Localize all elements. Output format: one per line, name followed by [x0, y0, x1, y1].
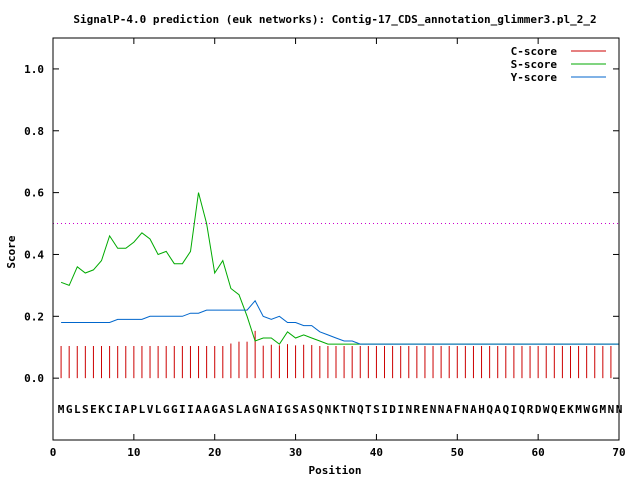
sequence-letter: A: [122, 403, 129, 416]
x-tick-label: 30: [289, 446, 302, 459]
s-scoreline: [60, 192, 619, 345]
sequence-letter: A: [219, 403, 226, 416]
sequence-letter: K: [333, 403, 340, 416]
sequence-letter: D: [535, 403, 542, 416]
y-tick-label: 1.0: [24, 63, 44, 76]
y-scoreline: [61, 299, 619, 345]
sequence-letter: N: [438, 403, 445, 416]
sequence-letter: R: [414, 403, 421, 416]
sequence-letter: Q: [357, 403, 364, 416]
sequence-letter: F: [454, 403, 461, 416]
sequence-letter: I: [179, 403, 186, 416]
sequence-letter: A: [494, 403, 501, 416]
legend-label: S-score: [511, 58, 558, 71]
sequence-letter: H: [478, 403, 485, 416]
sequence-letter: L: [155, 403, 162, 416]
sequence-letter: I: [397, 403, 404, 416]
sequence-letter: G: [252, 403, 259, 416]
sequence-letter: C: [106, 403, 113, 416]
y-tick-label: 0.2: [24, 310, 44, 323]
sequence-letter: S: [82, 403, 89, 416]
sequence-letter: L: [236, 403, 243, 416]
sequence-letter: Q: [519, 403, 526, 416]
axis-ticks: 0.0 0.2 0.4 0.6 0.8 1.0 0 10 20 30 40 50 60 70: [24, 38, 626, 459]
x-tick-label: 10: [127, 446, 140, 459]
y-tick-label: 0.0: [24, 372, 44, 385]
sequence-letter: N: [608, 403, 615, 416]
sequence-letter: A: [268, 403, 275, 416]
x-tick-label: 60: [532, 446, 545, 459]
sequence-letter: W: [583, 403, 590, 416]
sequence-letter: E: [422, 403, 429, 416]
score-lines: [60, 192, 619, 345]
legend-label: C-score: [511, 45, 558, 58]
sequence-letter: Q: [551, 403, 558, 416]
sequence-letter: W: [543, 403, 550, 416]
sequence-letter: S: [373, 403, 380, 416]
sequence-letter: G: [163, 403, 170, 416]
sequence-letter: I: [381, 403, 388, 416]
sequence-letter: A: [300, 403, 307, 416]
sequence-letter: A: [470, 403, 477, 416]
x-tick-label: 50: [451, 446, 464, 459]
sequence-letter: E: [559, 403, 566, 416]
sequence-letter: S: [308, 403, 315, 416]
sequence-letter: P: [131, 403, 138, 416]
sequence-letter: K: [567, 403, 574, 416]
sequence-letter: N: [349, 403, 356, 416]
sequence-letter: D: [389, 403, 396, 416]
chart-title: SignalP-4.0 prediction (euk networks): C…: [73, 13, 596, 26]
sequence-letter: Q: [317, 403, 324, 416]
sequence-letter: L: [74, 403, 81, 416]
sequence-letter: G: [284, 403, 291, 416]
sequence-letter: M: [58, 403, 65, 416]
sequence-letter: N: [405, 403, 412, 416]
sequence-letter: S: [228, 403, 235, 416]
sequence-letter: A: [195, 403, 202, 416]
x-tick-label: 20: [208, 446, 221, 459]
x-tick-label: 40: [370, 446, 383, 459]
sequence-letter: R: [527, 403, 534, 416]
sequence-letter: N: [430, 403, 437, 416]
x-axis-label: Position: [309, 464, 362, 477]
sequence-letter: M: [575, 403, 582, 416]
sequence-letter: G: [66, 403, 73, 416]
sequence-letter: N: [325, 403, 332, 416]
sequence-letter: I: [114, 403, 121, 416]
plot-frame: [52, 37, 620, 441]
sequence-letter: G: [211, 403, 218, 416]
sequence-letter: A: [446, 403, 453, 416]
sequence-letter: A: [203, 403, 210, 416]
sequence-letter: G: [591, 403, 598, 416]
y-axis-label: Score: [5, 235, 18, 268]
sequence-letter: V: [147, 403, 154, 416]
x-tick-label: 70: [612, 446, 625, 459]
sequence-letter: S: [292, 403, 299, 416]
y-tick-label: 0.4: [24, 248, 44, 261]
y-tick-label: 0.6: [24, 187, 44, 200]
sequence-letter: I: [276, 403, 283, 416]
sequence-letter: I: [511, 403, 518, 416]
sequence-letter: N: [260, 403, 267, 416]
sequence-letter: Q: [502, 403, 509, 416]
sequence-letter: I: [187, 403, 194, 416]
sequence-letter: Q: [486, 403, 493, 416]
sequence-letter: G: [171, 403, 178, 416]
sequence-letter: E: [90, 403, 97, 416]
sequence-letter: N: [462, 403, 469, 416]
legend-label: Y-score: [511, 71, 558, 84]
x-tick-label: 0: [50, 446, 57, 459]
sequence-letter: M: [600, 403, 607, 416]
c-score-impulses: [60, 330, 620, 379]
sequence-letter: T: [365, 403, 372, 416]
sequence-letter: A: [244, 403, 251, 416]
sequence-letter: L: [139, 403, 146, 416]
y-tick-label: 0.8: [24, 125, 44, 138]
sequence-letter: T: [341, 403, 348, 416]
sequence-letter: K: [98, 403, 105, 416]
